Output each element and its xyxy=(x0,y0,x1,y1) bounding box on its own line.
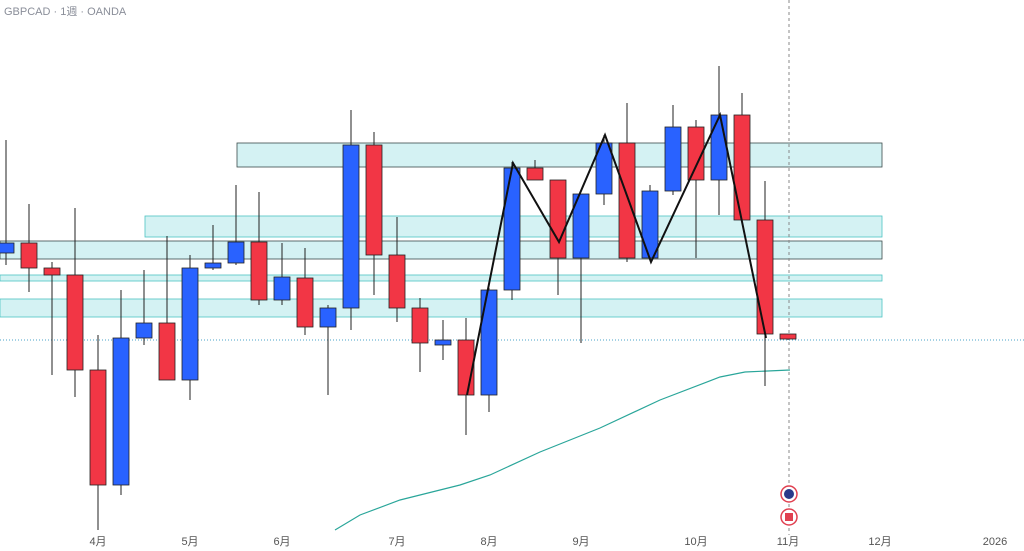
zigzag xyxy=(466,111,767,396)
candle-body xyxy=(43,267,61,276)
candle-body xyxy=(503,167,521,291)
candle-body xyxy=(158,322,176,381)
x-tick-label: 8月 xyxy=(480,536,497,548)
candle-body xyxy=(549,179,567,259)
candle-body xyxy=(135,322,153,339)
x-tick-label: 10月 xyxy=(684,536,707,548)
candle-body xyxy=(572,193,590,259)
x-tick-label: 12月 xyxy=(868,536,891,548)
x-tick-label: 9月 xyxy=(572,536,589,548)
candle-body xyxy=(365,144,383,256)
zone xyxy=(236,142,883,168)
x-tick-label: 5月 xyxy=(181,536,198,548)
x-tick-label: 7月 xyxy=(388,536,405,548)
candle-body xyxy=(20,242,38,269)
candle-body xyxy=(756,219,774,335)
x-tick-label: 4月 xyxy=(89,536,106,548)
zone xyxy=(0,240,883,260)
candle-body xyxy=(0,242,15,254)
candle-body xyxy=(480,289,498,396)
candle-body xyxy=(204,262,222,269)
flag-gb-inner xyxy=(784,489,794,499)
candle-body xyxy=(296,277,314,328)
candle-body xyxy=(641,190,659,259)
candle-body xyxy=(411,307,429,344)
candle-body xyxy=(319,307,337,328)
candle-body xyxy=(526,167,544,181)
candle-body xyxy=(181,267,199,381)
candle-body xyxy=(342,144,360,309)
candle-body xyxy=(710,114,728,181)
moving-average xyxy=(334,369,791,531)
candle-body xyxy=(733,114,751,221)
candle-body xyxy=(618,142,636,259)
flag-ca-inner xyxy=(785,513,793,521)
candle-body xyxy=(66,274,84,371)
candles xyxy=(0,66,797,530)
candle-body xyxy=(89,369,107,486)
candle-body xyxy=(664,126,682,192)
chart-title: GBPCAD · 1週 · OANDA xyxy=(4,5,127,18)
candle-body xyxy=(112,337,130,486)
candle-body xyxy=(388,254,406,309)
candle-body xyxy=(779,333,797,340)
candle-body xyxy=(595,142,613,195)
x-tick-label: 2026 xyxy=(983,536,1007,548)
candle-body xyxy=(227,241,245,264)
x-tick-label: 6月 xyxy=(273,536,290,548)
candle-body xyxy=(434,339,452,346)
x-tick-label: 11月 xyxy=(777,536,799,548)
candle-body xyxy=(250,241,268,301)
zone xyxy=(0,274,883,282)
zone xyxy=(0,298,883,318)
candle-body xyxy=(273,276,291,301)
candle-body xyxy=(687,126,705,181)
